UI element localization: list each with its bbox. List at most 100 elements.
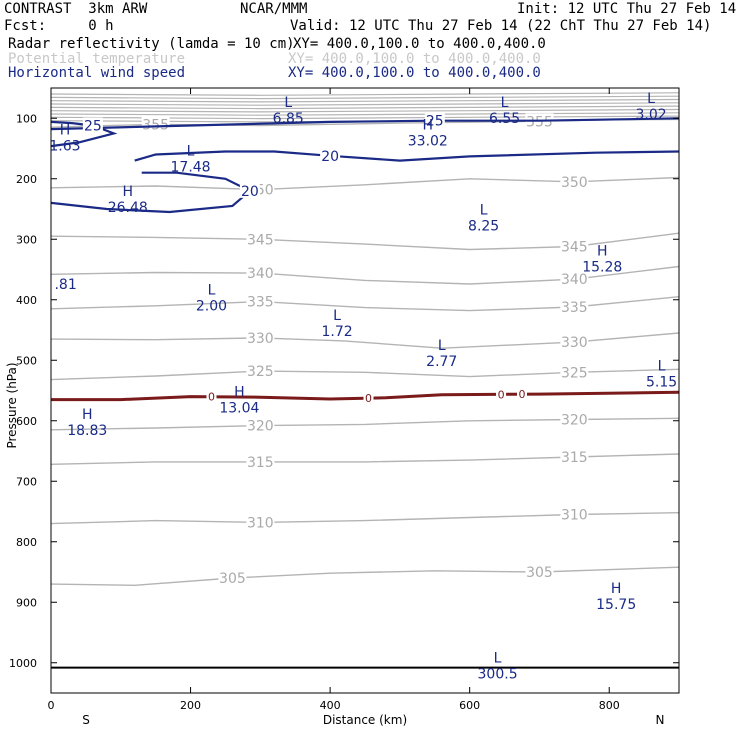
extremum-value-26.48: 26.48 xyxy=(108,200,148,216)
theta-label-345: 345 xyxy=(247,232,274,248)
freezing-level-line xyxy=(51,390,679,402)
theta-label-355: 355 xyxy=(526,114,553,130)
theta-label-bg xyxy=(246,363,275,379)
theta-label-310: 310 xyxy=(561,508,588,524)
freezing-label-bg xyxy=(496,388,507,400)
legend-reflectivity-xy: XY= 400.0,100.0 to 400.0,400.0 xyxy=(293,36,546,52)
extremum-value-15.75: 15.75 xyxy=(596,597,636,613)
wind-label-20: 20 xyxy=(241,184,259,200)
y-tick-label-1000: 1000 xyxy=(9,657,37,670)
north-end-label: N xyxy=(656,713,665,727)
theta-label-bg xyxy=(246,329,275,345)
theta-label-bg xyxy=(246,293,275,309)
y-tick-label-200: 200 xyxy=(16,173,37,186)
theta-upper-band-line xyxy=(51,112,679,116)
extremum-high-marker: H xyxy=(611,581,622,597)
center-title: NCAR/MMM xyxy=(240,1,308,17)
theta-label-330: 330 xyxy=(561,335,588,351)
theta-upper-band-line xyxy=(51,108,679,113)
theta-label-335: 335 xyxy=(247,295,274,311)
forecast-hour: Fcst: 0 h xyxy=(4,18,114,34)
theta-label-305: 305 xyxy=(526,565,553,581)
theta-label-345: 345 xyxy=(561,240,588,256)
model-title: CONTRAST 3km ARW xyxy=(4,1,148,17)
y-tick-label-600: 600 xyxy=(16,415,37,428)
extremum-low-marker: L xyxy=(333,308,341,324)
south-end-label: S xyxy=(82,713,90,727)
extremum-low-marker: L xyxy=(658,358,666,374)
freezing-label-0: 0 xyxy=(519,388,526,401)
extremum-high-marker: H xyxy=(60,122,71,138)
extremum-low-marker: L xyxy=(480,202,488,218)
extremum-value-1.63: 1.63 xyxy=(49,138,80,154)
theta-label-bg xyxy=(246,231,275,247)
theta-upper-band-line xyxy=(51,105,679,110)
freezing-label-bg xyxy=(206,390,217,402)
theta-label-325: 325 xyxy=(247,364,274,380)
x-tick-label-600: 600 xyxy=(459,699,480,712)
freezing-label-0: 0 xyxy=(498,388,505,401)
theta-label-bg xyxy=(525,564,554,579)
wind-label-25: 25 xyxy=(426,114,444,130)
theta-label-bg xyxy=(560,238,589,254)
theta-label-325: 325 xyxy=(561,365,588,381)
extremum-value-18.83: 18.83 xyxy=(67,423,107,439)
y-tick-label-900: 900 xyxy=(16,596,37,609)
extremum-value-15.28: 15.28 xyxy=(582,259,622,275)
theta-label-bg xyxy=(560,411,589,427)
freezing-label-0: 0 xyxy=(365,392,372,405)
x-tick-label-200: 200 xyxy=(180,699,201,712)
theta-label-315: 315 xyxy=(247,455,274,471)
theta-upper-band-line xyxy=(51,102,679,106)
theta-label-330: 330 xyxy=(247,331,274,347)
init-time: Init: 12 UTC Thu 27 Feb 14 xyxy=(517,1,737,17)
freezing-label-bg xyxy=(363,392,374,404)
legend-wind-xy: XY= 400.0,100.0 to 400.0,400.0 xyxy=(288,65,541,81)
extremum-value-33.02: 33.02 xyxy=(408,134,448,150)
theta-label-320: 320 xyxy=(561,413,588,429)
extremum-value-13.04: 13.04 xyxy=(219,400,259,416)
extremum-high-marker: H xyxy=(122,184,133,200)
theta-label-bg xyxy=(246,514,275,530)
plot-area: 305 305 310 310 315 315 320 320 325 325 330 330 335 3… xyxy=(49,91,679,683)
theta-label-bg xyxy=(218,570,247,586)
wind-label-bg xyxy=(82,117,103,133)
y-tick-label-400: 400 xyxy=(16,294,37,307)
theta-label-bg xyxy=(560,364,589,380)
x-tick-label-800: 800 xyxy=(599,699,620,712)
extremum-value-6.55: 6.55 xyxy=(489,111,520,127)
wind-label-20: 20 xyxy=(321,149,339,165)
theta-label-355: 355 xyxy=(142,117,169,133)
theta-label-bg xyxy=(560,334,589,350)
x-tick-label-400: 400 xyxy=(320,699,341,712)
theta-label-335: 335 xyxy=(561,300,588,316)
y-tick-label-100: 100 xyxy=(16,112,37,125)
y-tick-label-700: 700 xyxy=(16,475,37,488)
y-axis-label: Pressure (hPa) xyxy=(5,362,19,448)
extremum-low-marker: L xyxy=(438,338,446,354)
theta-upper-band-line xyxy=(51,95,679,100)
extremum-high-marker: H xyxy=(234,384,245,400)
extremum-low-marker: L xyxy=(208,283,216,299)
wind-label-bg xyxy=(320,147,341,163)
legend-theta-label: Potential temperature xyxy=(8,51,186,67)
extremum-value-300.5: 300.5 xyxy=(478,667,518,683)
extremum-value-17.48: 17.48 xyxy=(171,160,211,176)
extremum-value-3.02: 3.02 xyxy=(636,107,667,123)
theta-label-350: 350 xyxy=(561,175,588,191)
wind-label-bg xyxy=(239,182,260,198)
freezing-label-0: 0 xyxy=(208,391,215,404)
extremum-high-marker: H xyxy=(423,118,434,134)
extremum-value-2.00: 2.00 xyxy=(196,299,227,315)
legend-reflectivity-label: Radar reflectivity (lamda = 10 cm) xyxy=(8,36,295,52)
theta-label-bg xyxy=(560,299,589,315)
extremum-low-marker: L xyxy=(647,91,655,107)
wind-contour-25 xyxy=(51,120,118,148)
theta-contour-305 xyxy=(51,566,679,587)
extremum-value-6.85: 6.85 xyxy=(273,111,304,127)
y-tick-label-800: 800 xyxy=(16,536,37,549)
theta-label-bg xyxy=(246,453,275,469)
plot-frame xyxy=(50,87,680,694)
extremum-value-8.25: 8.25 xyxy=(468,218,499,234)
